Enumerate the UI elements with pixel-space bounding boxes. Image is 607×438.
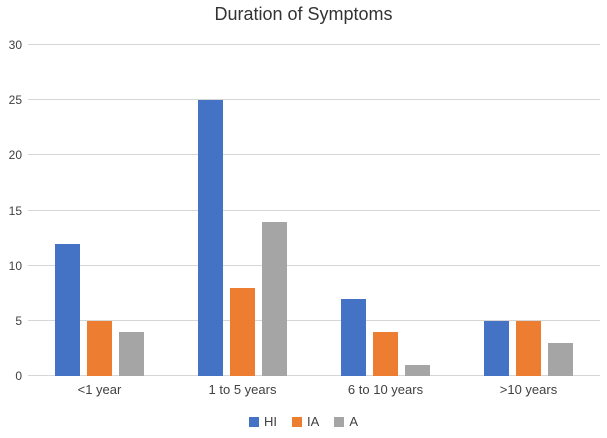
legend-item-hi: HI <box>249 414 277 429</box>
bar-group-2 <box>171 45 314 376</box>
gridline-15 <box>28 209 600 211</box>
bar-hi-2 <box>198 100 223 376</box>
bar-a-4 <box>548 342 573 376</box>
legend-swatch-ia <box>292 416 303 427</box>
gridline-10 <box>28 264 600 266</box>
bar-hi-4 <box>484 320 509 376</box>
legend-swatch-hi <box>249 416 260 427</box>
bar-group-1 <box>28 45 171 376</box>
bar-a-3 <box>405 364 430 376</box>
y-tick-label-25: 25 <box>8 93 22 108</box>
x-category-label-1: <1 year <box>77 382 122 397</box>
x-axis: <1 year 1 to 5 years 6 to 10 years >10 year… <box>28 382 600 397</box>
plot-area <box>28 44 600 376</box>
bar-ia-4 <box>516 320 541 376</box>
gridline-25 <box>28 99 600 101</box>
y-tick-label-10: 10 <box>8 258 22 273</box>
legend: HI IA A <box>0 414 607 429</box>
y-tick-label-30: 30 <box>8 38 22 52</box>
gridline-30 <box>28 44 600 45</box>
chart-title: Duration of Symptoms <box>214 4 393 24</box>
x-category-label-3: 6 to 10 years <box>347 382 424 397</box>
bar-a-2 <box>262 221 287 376</box>
gridline-0 <box>28 375 600 376</box>
bar-hi-1 <box>55 243 80 376</box>
x-category-label-4: >10 years <box>499 382 558 397</box>
legend-item-a: A <box>334 414 358 429</box>
y-tick-label-5: 5 <box>15 313 22 328</box>
bar-group-4 <box>457 45 600 376</box>
y-tick-label-15: 15 <box>8 203 22 218</box>
gridline-20 <box>28 154 600 156</box>
bar-groups <box>28 45 600 376</box>
bar-group-3 <box>314 45 457 376</box>
bar-a-1 <box>119 331 144 376</box>
y-tick-label-20: 20 <box>8 148 22 163</box>
y-axis: 0 5 10 15 20 25 30 <box>0 38 22 383</box>
legend-label-hi: HI <box>264 414 278 429</box>
bar-ia-2 <box>230 287 255 376</box>
legend-label-a: A <box>349 414 358 429</box>
gridline-5 <box>28 319 600 321</box>
bar-hi-3 <box>341 298 366 376</box>
legend-label-ia: IA <box>307 414 320 429</box>
bar-ia-1 <box>87 320 112 376</box>
y-tick-label-0: 0 <box>15 369 22 383</box>
legend-item-ia: IA <box>292 414 319 429</box>
legend-swatch-a <box>334 416 345 427</box>
x-category-label-2: 1 to 5 years <box>208 382 277 397</box>
bar-ia-3 <box>373 331 398 376</box>
